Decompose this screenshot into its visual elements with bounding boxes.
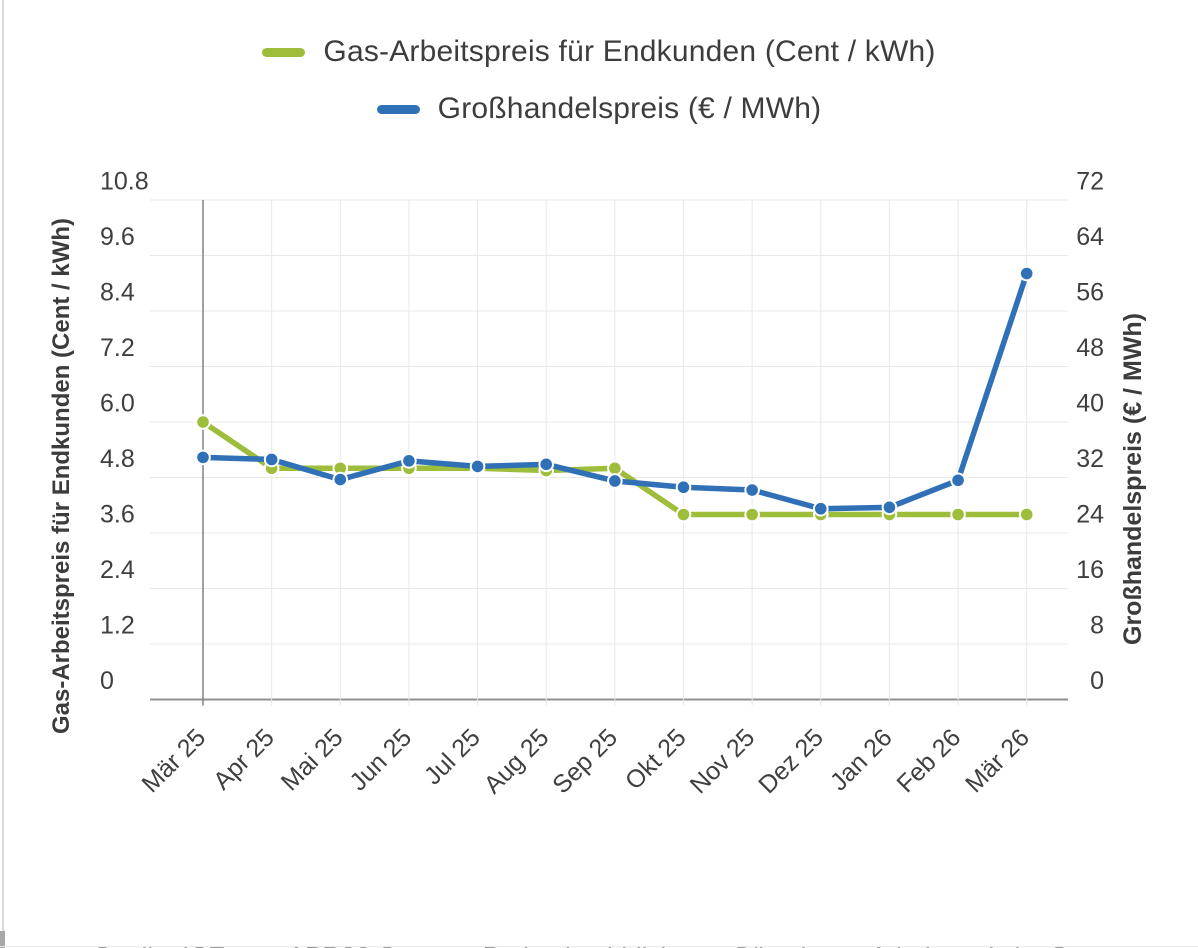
series-endkunden-point[interactable]: [675, 506, 692, 523]
right-axis-tick-label: 64: [1076, 223, 1104, 251]
legend-label-endkunden: Gas-Arbeitspreis für Endkunden (Cent / k…: [323, 35, 936, 68]
legend-item-endkunden[interactable]: Gas-Arbeitspreis für Endkunden (Cent / k…: [262, 34, 935, 70]
series-grosshandel-point[interactable]: [538, 456, 555, 473]
x-axis-tick-label: Feb 26: [891, 723, 966, 798]
right-axis-tick-label: 72: [1076, 168, 1104, 196]
source-note: Quelle: ICE.com APR26 Contract Preis, du…: [0, 826, 1198, 948]
right-axis-tick-label: 56: [1076, 279, 1104, 307]
left-axis-tick-label: 1.2: [100, 612, 135, 640]
x-axis-tick-label: Mai 25: [276, 723, 349, 796]
series-grosshandel-point[interactable]: [195, 449, 211, 466]
series-grosshandel-point[interactable]: [607, 473, 623, 489]
series-grosshandel-point[interactable]: [950, 472, 966, 489]
legend-label-grosshandel: Großhandelspreis (€ / MWh): [437, 92, 822, 125]
left-axis-tick-label: 9.6: [100, 223, 135, 251]
left-axis-tick-label: 0: [100, 667, 114, 695]
left-axis-tick-label: 7.2: [100, 334, 135, 362]
window-bottom-border: [0, 946, 1198, 947]
chart-legend: Gas-Arbeitspreis für Endkunden (Cent / k…: [0, 34, 1198, 127]
left-axis-title: Gas-Arbeitspreis für Endkunden (Cent / k…: [48, 218, 75, 734]
right-axis-tick-label: 32: [1076, 445, 1104, 473]
vertical-gridlines: [202, 200, 1028, 706]
window-left-border: [2, 0, 4, 948]
left-axis-tick-label: 6.0: [100, 390, 135, 418]
left-axis-tick-label: 10.8: [100, 168, 149, 196]
left-axis-tick-label: 3.6: [100, 501, 135, 529]
right-axis-title: Großhandelspreis (€ / MWh): [1119, 313, 1147, 645]
x-axis-tick-label: Mär 25: [136, 723, 211, 798]
right-axis-tick-label: 16: [1076, 556, 1104, 584]
x-axis-tick-label: Sep 25: [547, 723, 623, 799]
series-grosshandel-point[interactable]: [263, 451, 280, 468]
x-axis-tick-label: Okt 25: [620, 723, 692, 795]
series-endkunden-point[interactable]: [1018, 506, 1035, 523]
series-grosshandel: [195, 265, 1035, 517]
legend-swatch-endkunden-icon: [262, 47, 306, 57]
series-endkunden-point[interactable]: [195, 414, 211, 430]
series-grosshandel-point[interactable]: [675, 479, 692, 496]
x-axis-tick-label: Jul 25: [419, 723, 486, 790]
series-grosshandel-point[interactable]: [401, 453, 417, 469]
series-grosshandel-point[interactable]: [881, 499, 898, 516]
x-axis-tick-label: Jan 26: [825, 723, 898, 796]
series-grosshandel-point[interactable]: [469, 458, 486, 475]
right-axis-tick-label: 8: [1090, 612, 1104, 640]
source-note-line-1: Quelle: ICE.com APR26 Contract Preis, du…: [0, 930, 1198, 948]
right-axis-tick-label: 48: [1076, 334, 1104, 362]
x-axis-tick-label: Jun 25: [344, 723, 417, 796]
series-grosshandel-point[interactable]: [1018, 265, 1035, 282]
right-axis-tick-labels: 72 64 56 48 40 32 24 16 8 0: [1076, 168, 1104, 696]
legend-swatch-grosshandel-icon: [376, 104, 420, 114]
x-axis-tick-label: Mär 26: [960, 723, 1035, 798]
series-endkunden-point[interactable]: [607, 460, 623, 477]
x-axis-tick-label: Aug 25: [479, 723, 555, 799]
series-endkunden-point[interactable]: [744, 506, 760, 523]
series-grosshandel-point[interactable]: [744, 482, 760, 498]
series-grosshandel-point[interactable]: [332, 471, 349, 488]
left-axis-tick-label: 2.4: [100, 556, 135, 584]
series-endkunden-point[interactable]: [950, 506, 966, 523]
legend-item-grosshandel[interactable]: Großhandelspreis (€ / MWh): [376, 91, 822, 127]
right-axis-tick-label: 24: [1076, 501, 1104, 529]
series-grosshandel-point[interactable]: [812, 500, 829, 517]
x-axis-tick-label: Nov 25: [685, 723, 761, 799]
right-axis-tick-label: 0: [1090, 667, 1104, 695]
left-axis-tick-label: 8.4: [100, 279, 135, 307]
left-axis-tick-label: 4.8: [100, 445, 135, 473]
x-axis-tick-label: Apr 25: [208, 723, 280, 795]
window-corner-artifact: [0, 931, 5, 948]
right-axis-tick-label: 40: [1076, 390, 1104, 418]
x-axis-tick-label: Dez 25: [753, 723, 829, 799]
horizontal-gridlines: [150, 199, 1068, 701]
left-axis-tick-labels: 10.8 9.6 8.4 7.2 6.0 4.8 3.6 2.4 1.2 0: [100, 168, 149, 696]
